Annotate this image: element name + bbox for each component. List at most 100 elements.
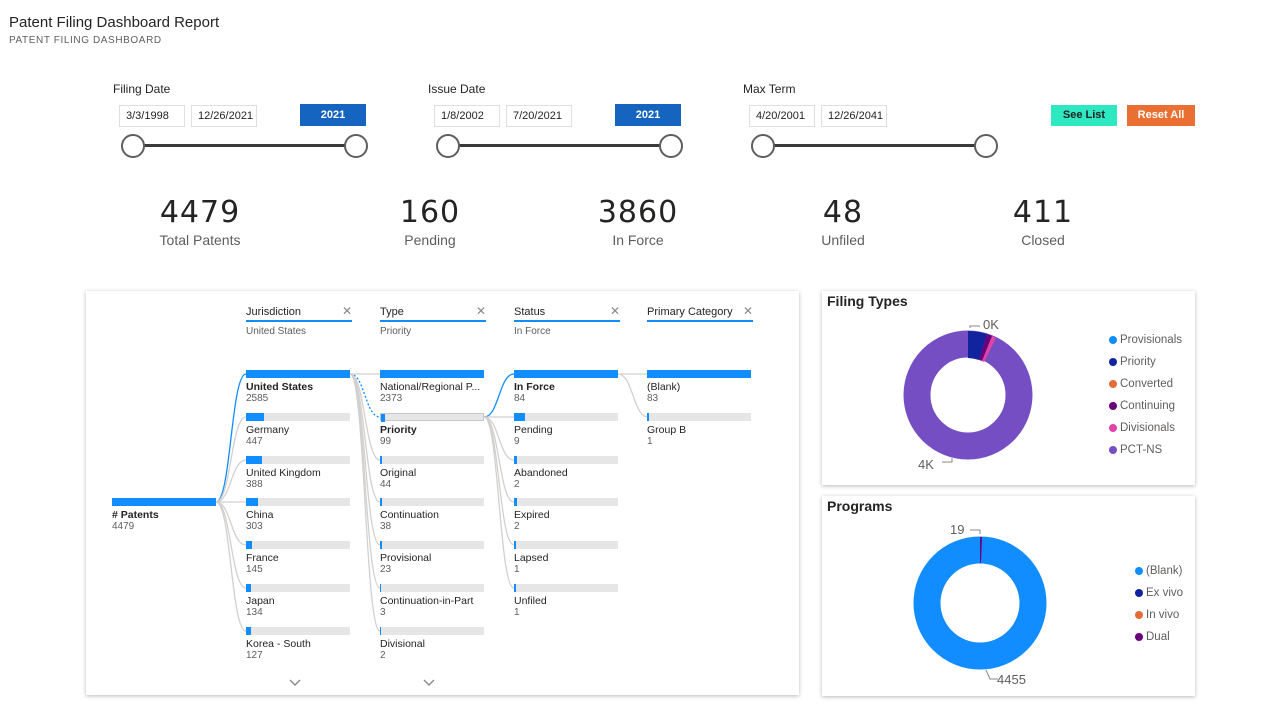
- legend-marker: [1135, 611, 1143, 619]
- node-value: 145: [246, 564, 263, 575]
- node-label: China: [246, 509, 274, 521]
- kpi-closed: 411 Closed: [963, 195, 1123, 248]
- column-header-primary-category[interactable]: Primary Category ✕: [647, 304, 753, 322]
- filing-date-slider-end-handle[interactable]: [344, 134, 368, 158]
- filing-date-year-button[interactable]: 2021: [300, 104, 366, 126]
- tree-node-type[interactable]: Priority 99: [380, 413, 484, 447]
- close-icon[interactable]: ✕: [609, 304, 620, 318]
- issue-date-to-input[interactable]: 7/20/2021: [506, 105, 572, 127]
- donut-label-bottom: 4455: [997, 672, 1026, 687]
- issue-date-slicer: Issue Date 1/8/2002 7/20/2021 2021: [428, 82, 688, 162]
- filing-date-to-input[interactable]: 12/26/2021: [191, 105, 257, 127]
- legend-item[interactable]: Continuing: [1109, 395, 1182, 417]
- tree-node-jurisdiction[interactable]: United Kingdom 388: [246, 456, 350, 490]
- legend-item[interactable]: Priority: [1109, 351, 1182, 373]
- close-icon[interactable]: ✕: [742, 304, 753, 318]
- tree-node-jurisdiction[interactable]: Germany 447: [246, 413, 350, 447]
- tree-node-status[interactable]: Pending 9: [514, 413, 618, 447]
- programs-donut[interactable]: [822, 496, 1195, 696]
- max-term-from-input[interactable]: 4/20/2001: [749, 105, 815, 127]
- legend-label: In vivo: [1146, 609, 1180, 621]
- tree-node-status[interactable]: Unfiled 1: [514, 584, 618, 618]
- kpi-value: 3860: [597, 195, 679, 230]
- node-value: 1: [514, 607, 520, 618]
- chevron-down-icon[interactable]: [288, 676, 302, 690]
- chart-title: Filing Types: [827, 293, 908, 309]
- legend-item[interactable]: Converted: [1109, 373, 1182, 395]
- tree-node-jurisdiction[interactable]: China 303: [246, 498, 350, 532]
- tree-node-primary-category[interactable]: (Blank) 83: [647, 370, 751, 404]
- tree-node-type[interactable]: Continuation-in-Part 3: [380, 584, 484, 618]
- legend-item[interactable]: In vivo: [1135, 604, 1183, 626]
- tree-node-type[interactable]: Provisional 23: [380, 541, 484, 575]
- tree-node-jurisdiction[interactable]: Japan 134: [246, 584, 350, 618]
- node-label: Unfiled: [514, 595, 547, 607]
- node-label: United Kingdom: [246, 467, 321, 479]
- node-value: 388: [246, 479, 263, 490]
- tree-node-jurisdiction[interactable]: France 145: [246, 541, 350, 575]
- node-value: 9: [514, 436, 520, 447]
- tree-node-type[interactable]: Continuation 38: [380, 498, 484, 532]
- tree-root-node[interactable]: # Patents 4479: [112, 498, 216, 532]
- legend-marker: [1109, 336, 1117, 344]
- column-header-status[interactable]: Status ✕ In Force: [514, 304, 620, 337]
- filing-date-slider-track[interactable]: [132, 144, 356, 147]
- legend-marker: [1109, 446, 1117, 454]
- tree-node-type[interactable]: Divisional 2: [380, 627, 484, 661]
- column-header-title: Type: [380, 306, 486, 322]
- tree-node-type[interactable]: National/Regional P... 2373: [380, 370, 484, 404]
- tree-node-status[interactable]: Expired 2: [514, 498, 618, 532]
- node-label: Japan: [246, 595, 275, 607]
- tree-node-status[interactable]: In Force 84: [514, 370, 618, 404]
- filing-types-chart: Filing Types 0K 4K Provisionals Priority…: [822, 291, 1195, 485]
- node-value: 134: [246, 607, 263, 618]
- issue-date-slider-start-handle[interactable]: [436, 134, 460, 158]
- max-term-slider-end-handle[interactable]: [974, 134, 998, 158]
- max-term-slider-track[interactable]: [762, 144, 986, 147]
- node-label: Divisional: [380, 638, 425, 650]
- node-label: United States: [246, 381, 314, 393]
- legend-marker: [1109, 380, 1117, 388]
- legend-item[interactable]: Divisionals: [1109, 417, 1182, 439]
- node-label: Expired: [514, 509, 550, 521]
- filing-date-from-input[interactable]: 3/3/1998: [119, 105, 185, 127]
- node-label: (Blank): [647, 381, 681, 393]
- decomposition-tree: Jurisdiction ✕ United States Type ✕ Prio…: [86, 291, 799, 695]
- tree-node-status[interactable]: Lapsed 1: [514, 541, 618, 575]
- filing-date-slider-start-handle[interactable]: [121, 134, 145, 158]
- close-icon[interactable]: ✕: [341, 304, 352, 318]
- column-header-title: Status: [514, 306, 620, 322]
- donut-label-top: 19: [950, 522, 965, 537]
- kpi-total-patents: 4479 Total Patents: [120, 195, 280, 248]
- reset-all-button[interactable]: Reset All: [1127, 105, 1195, 126]
- filing-types-donut[interactable]: [822, 291, 1195, 485]
- issue-date-slider-track[interactable]: [447, 144, 671, 147]
- legend-marker: [1135, 567, 1143, 575]
- kpi-label: In Force: [612, 232, 664, 248]
- column-header-title: Jurisdiction: [246, 306, 352, 322]
- issue-date-from-input[interactable]: 1/8/2002: [434, 105, 500, 127]
- legend-item[interactable]: Ex vivo: [1135, 582, 1183, 604]
- tree-node-primary-category[interactable]: Group B 1: [647, 413, 751, 447]
- issue-date-slider-end-handle[interactable]: [659, 134, 683, 158]
- tree-node-type[interactable]: Original 44: [380, 456, 484, 490]
- see-list-button[interactable]: See List: [1051, 105, 1117, 126]
- max-term-label: Max Term: [743, 82, 796, 96]
- legend-label: Ex vivo: [1146, 587, 1184, 599]
- chevron-down-icon[interactable]: [422, 676, 436, 690]
- tree-node-jurisdiction[interactable]: United States 2585: [246, 370, 350, 404]
- max-term-to-input[interactable]: 12/26/2041: [821, 105, 887, 127]
- legend-item[interactable]: (Blank): [1135, 560, 1183, 582]
- issue-date-year-button[interactable]: 2021: [615, 104, 681, 126]
- close-icon[interactable]: ✕: [475, 304, 486, 318]
- legend-item[interactable]: Provisionals: [1109, 329, 1182, 351]
- tree-node-status[interactable]: Abandoned 2: [514, 456, 618, 490]
- legend-item[interactable]: Dual: [1135, 626, 1183, 648]
- donut-label-top: 0K: [983, 317, 999, 332]
- column-header-type[interactable]: Type ✕ Priority: [380, 304, 486, 337]
- tree-node-jurisdiction[interactable]: Korea - South 127: [246, 627, 350, 661]
- column-header-jurisdiction[interactable]: Jurisdiction ✕ United States: [246, 304, 352, 337]
- legend-item[interactable]: PCT-NS: [1109, 439, 1182, 461]
- max-term-slider-start-handle[interactable]: [751, 134, 775, 158]
- programs-chart: Programs 19 4455 (Blank) Ex vivo In vivo…: [822, 496, 1195, 696]
